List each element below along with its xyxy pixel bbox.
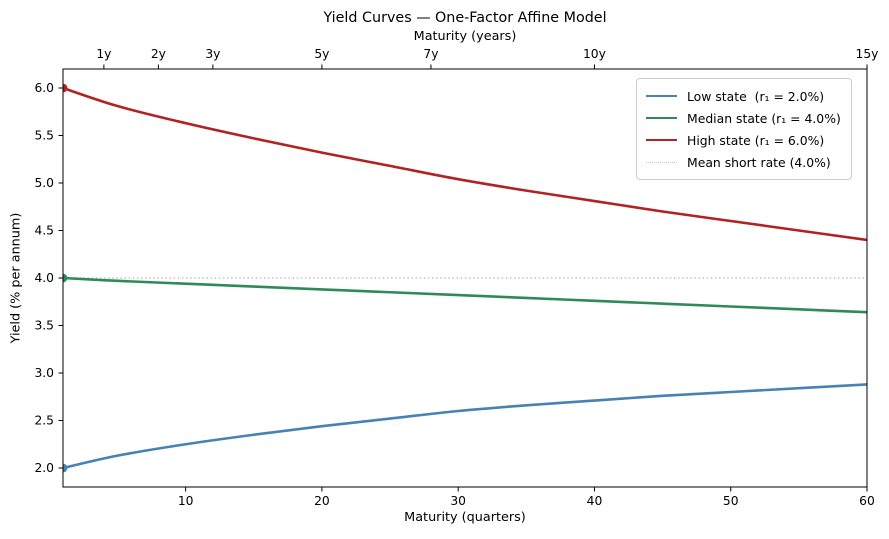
start-marker-low-state — [63, 463, 68, 473]
left-tick-label: 2.0 — [34, 461, 54, 475]
legend-line-sample — [646, 95, 677, 97]
left-tick-label: 4.5 — [34, 224, 54, 238]
legend-label: Mean short rate (4.0%) — [687, 154, 831, 170]
bottom-tick-label: 40 — [587, 494, 603, 508]
top-tick-label: 7y — [423, 47, 438, 61]
left-tick-label: 5.5 — [34, 129, 54, 143]
left-axis-ticks: 2.0 2.5 3.0 3.5 4.0 4.5 5.0 5.5 6.0 — [34, 81, 63, 475]
bottom-tick-label: 30 — [450, 494, 466, 508]
bottom-tick-label: 10 — [178, 494, 194, 508]
left-tick-label: 2.5 — [34, 414, 54, 428]
bottom-tick-label: 50 — [723, 494, 739, 508]
start-marker-median-state — [63, 273, 68, 283]
bottom-tick-label: 20 — [314, 494, 330, 508]
left-tick-label: 3.0 — [34, 366, 54, 380]
top-tick-label: 2y — [151, 47, 166, 61]
top-tick-label: 5y — [314, 47, 329, 61]
legend-item: Median state (r₁ = 4.0%) — [646, 107, 841, 129]
top-x-axis-label: Maturity (years) — [413, 29, 517, 44]
bottom-x-axis-label: Maturity (quarters) — [404, 510, 526, 525]
top-tick-label: 15y — [856, 47, 879, 61]
left-tick-label: 3.5 — [34, 319, 54, 333]
top-tick-label: 3y — [205, 47, 220, 61]
left-tick-label: 4.0 — [34, 271, 54, 285]
curve-low-state — [63, 383, 867, 470]
curve-median-state — [63, 276, 867, 314]
legend-line-sample — [646, 117, 677, 119]
legend-label: Median state (r₁ = 4.0%) — [687, 110, 841, 126]
legend-item: High state (r₁ = 6.0%) — [646, 129, 841, 151]
chart-title: Yield Curves — One-Factor Affine Model — [323, 10, 607, 26]
top-axis-ticks: 1y 2y 3y 5y 7y 10y 15y — [96, 47, 878, 69]
left-tick-label: 6.0 — [34, 81, 54, 95]
top-tick-label: 10y — [583, 47, 606, 61]
bottom-axis-ticks: 10 20 30 40 50 60 — [178, 487, 875, 508]
legend-dotted-line-sample — [646, 161, 677, 163]
legend: Low state (r₁ = 2.0%) Median state (r₁ = … — [636, 78, 852, 180]
legend-item: Mean short rate (4.0%) — [646, 151, 841, 173]
start-marker-high-state — [63, 83, 68, 93]
legend-line-sample — [646, 139, 677, 141]
curve-high-state — [63, 86, 867, 242]
legend-label: Low state (r₁ = 2.0%) — [687, 88, 825, 104]
legend-item: Low state (r₁ = 2.0%) — [646, 85, 841, 107]
legend-label: High state (r₁ = 6.0%) — [687, 132, 825, 148]
bottom-tick-label: 60 — [859, 494, 875, 508]
top-tick-label: 1y — [96, 47, 111, 61]
left-tick-label: 5.0 — [34, 176, 54, 190]
